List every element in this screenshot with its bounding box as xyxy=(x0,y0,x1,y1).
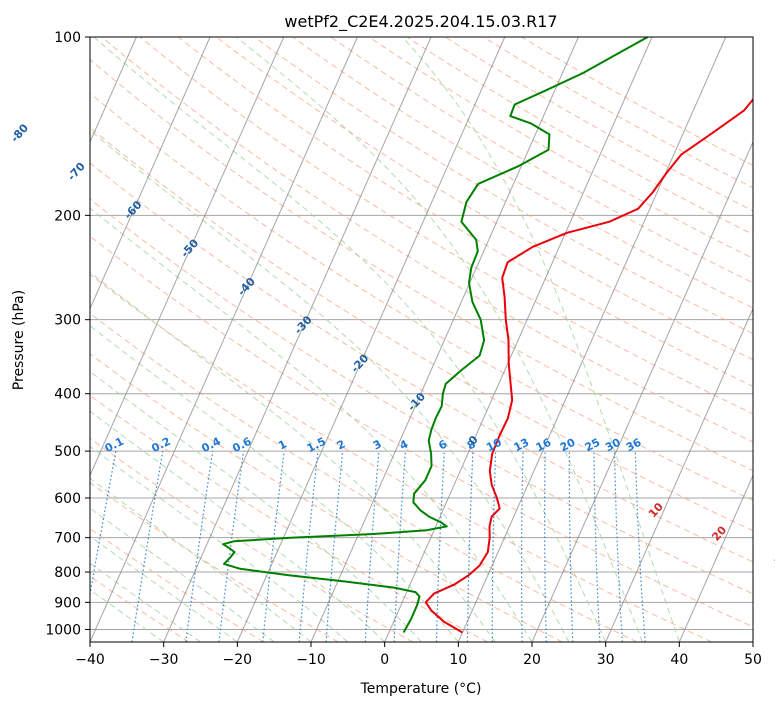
plot-area xyxy=(90,37,753,642)
moist-adiabat-line xyxy=(90,129,570,642)
y-axis: 100 200 300 400 500 600 700 800 900 1000 xyxy=(45,30,90,638)
isotherm-line xyxy=(90,37,211,310)
dry-adiabat-line xyxy=(90,126,753,532)
x-tick-label: 0 xyxy=(380,652,389,668)
isotherm-line xyxy=(236,37,506,642)
dry-adiabat-line xyxy=(90,92,753,501)
moist-adiabat-line xyxy=(90,271,496,642)
mixing-ratio-label: 30 xyxy=(603,436,623,455)
x-tick-label: 50 xyxy=(744,652,762,668)
y-tick-label: 200 xyxy=(54,208,81,224)
mixing-ratio-label: 25 xyxy=(583,436,603,455)
mixing-ratio-label: 16 xyxy=(534,436,554,455)
moist-adiabat-line xyxy=(90,207,533,642)
isotherm-line xyxy=(457,37,727,642)
y-tick-label: 1000 xyxy=(45,622,81,638)
y-tick-label: 400 xyxy=(54,387,81,403)
isotherm-line xyxy=(310,37,579,642)
dry-adiabat-line xyxy=(90,482,339,642)
mixing-ratio-label: 20 xyxy=(558,436,578,455)
chart-title: wetPf2_C2E4.2025.204.15.03.R17 xyxy=(284,12,557,32)
dry-adiabat-line xyxy=(406,37,753,236)
mixing-ratio-line xyxy=(90,450,117,598)
dry-adiabat-line xyxy=(177,37,753,387)
mixing-ratio-line xyxy=(218,451,245,642)
isotherm-line xyxy=(678,474,753,642)
x-axis-label: Temperature (°C) xyxy=(360,681,482,697)
moist-adiabat-line xyxy=(236,37,643,642)
x-tick-label: −40 xyxy=(75,652,105,668)
y-tick-label: 300 xyxy=(54,313,81,329)
x-tick-label: 40 xyxy=(670,652,688,668)
x-tick-label: 30 xyxy=(597,652,615,668)
mixing-ratio-line xyxy=(262,451,285,642)
moist-adiabat-line xyxy=(90,445,349,642)
dry-adiabat-line xyxy=(368,37,753,259)
y-tick-label: 500 xyxy=(54,444,81,460)
profile-lines xyxy=(222,37,753,634)
x-tick-label: −30 xyxy=(149,652,179,668)
dry-adiabat-line xyxy=(330,37,753,284)
dry-adiabat-line xyxy=(215,37,753,361)
x-axis: −40 −30 −20 −10 0 10 20 30 40 50 xyxy=(75,642,762,668)
dry-adiabat-line xyxy=(445,37,753,212)
dewpoint-line xyxy=(222,37,649,633)
isotherm-line xyxy=(605,307,753,642)
y-tick-label: 100 xyxy=(54,30,81,46)
dry-adiabat-line xyxy=(139,37,753,415)
dry-adiabat-line xyxy=(90,162,753,563)
isotherm-line xyxy=(163,37,432,642)
mixing-ratio-line xyxy=(131,450,164,642)
dry-adiabat-label: 30 xyxy=(772,548,775,568)
dry-adiabat-line xyxy=(90,235,753,628)
moist-adiabat-line xyxy=(90,325,459,642)
mixing-ratio-line xyxy=(185,451,214,642)
plot-frame xyxy=(89,36,754,643)
isotherm-line xyxy=(90,37,358,642)
y-axis-label: Pressure (hPa) xyxy=(11,290,27,390)
dry-adiabat-line xyxy=(254,37,753,335)
y-tick-label: 800 xyxy=(54,565,81,581)
isotherm-line xyxy=(531,140,753,642)
isotherm-line xyxy=(90,37,285,477)
dry-adiabat-line xyxy=(90,528,264,642)
dry-adiabat-line xyxy=(90,198,753,595)
y-tick-label: 900 xyxy=(54,595,81,611)
x-tick-label: 20 xyxy=(523,652,541,668)
x-tick-label: −10 xyxy=(296,652,326,668)
moist-adiabat-line xyxy=(93,37,607,642)
dry-adiabat-line xyxy=(90,353,563,642)
temperature-line xyxy=(424,97,753,634)
x-tick-label: 10 xyxy=(449,652,467,668)
isotherm-line xyxy=(384,37,653,642)
dry-adiabat-line xyxy=(90,312,638,642)
moist-adiabat-line xyxy=(90,535,238,642)
dry-adiabat-line xyxy=(292,37,753,309)
mixing-ratio-label: 10 xyxy=(484,436,504,455)
moist-adiabat-line xyxy=(90,507,275,642)
y-tick-label: 600 xyxy=(54,491,81,507)
y-tick-label: 700 xyxy=(54,531,81,547)
mixing-ratio-label: 36 xyxy=(624,436,644,455)
mixing-ratio-label: 13 xyxy=(512,436,532,455)
x-tick-label: −20 xyxy=(223,652,253,668)
isotherm-line xyxy=(90,37,137,144)
moist-adiabat-line xyxy=(401,37,680,642)
